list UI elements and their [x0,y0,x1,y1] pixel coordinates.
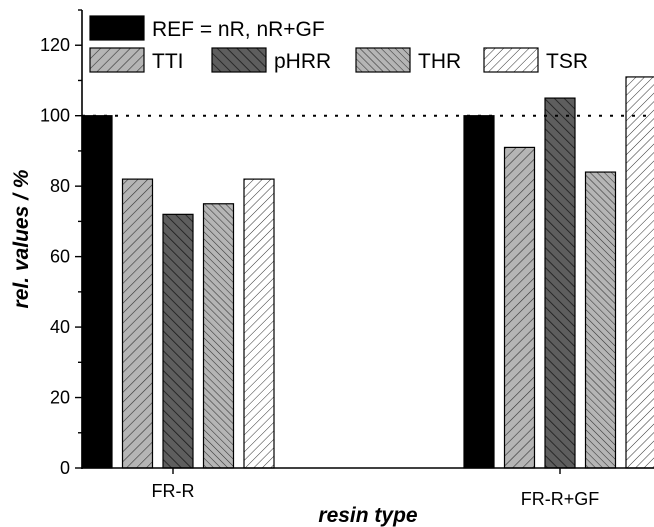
legend-label: pHRR [274,50,331,73]
legend-label: TTI [152,50,184,73]
bar-tti-fr-r [121,178,154,469]
bar-ref-fr-r [81,115,113,469]
legend-swatch [89,15,145,41]
axes-layer: 0 20 40 60 80 100 120 FR-R FR-R+GF [40,9,654,509]
bar-tsr-fr-r [243,178,275,469]
legend-swatch [355,47,411,73]
bar-thr-fr-r-gf [584,171,617,469]
bar-tti-fr-r-gf [503,146,536,469]
bar-phrr-fr-r [162,213,194,469]
legend-swatch [483,47,539,73]
legend-label: TSR [546,50,588,73]
y-axis-title: rel. values / % [10,169,33,308]
y-tick-label: 60 [50,247,70,267]
legend: REF = nR, nR+GF TTI pHRR THR TSR [89,15,588,73]
y-tick-label: 40 [50,317,70,337]
bar-ref-fr-r-gf [463,115,495,469]
y-tick-label: 100 [40,106,70,126]
bars-layer [81,76,654,469]
x-tick-label: FR-R+GF [521,489,600,509]
legend-swatch [89,47,145,73]
legend-label: REF = nR, nR+GF [152,18,325,41]
y-tick-label: 120 [40,35,70,55]
y-tick-label: 80 [50,176,70,196]
bar-tsr-fr-r-gf [625,76,654,469]
bar-phrr-fr-r-gf [544,97,576,469]
x-tick-label: FR-R [152,481,195,501]
y-tick-label: 0 [60,458,70,478]
x-axis-title: resin type [318,504,418,527]
legend-label: THR [418,50,461,73]
y-tick-label: 20 [50,388,70,408]
bar-thr-fr-r [202,203,235,469]
legend-swatch [211,47,267,73]
